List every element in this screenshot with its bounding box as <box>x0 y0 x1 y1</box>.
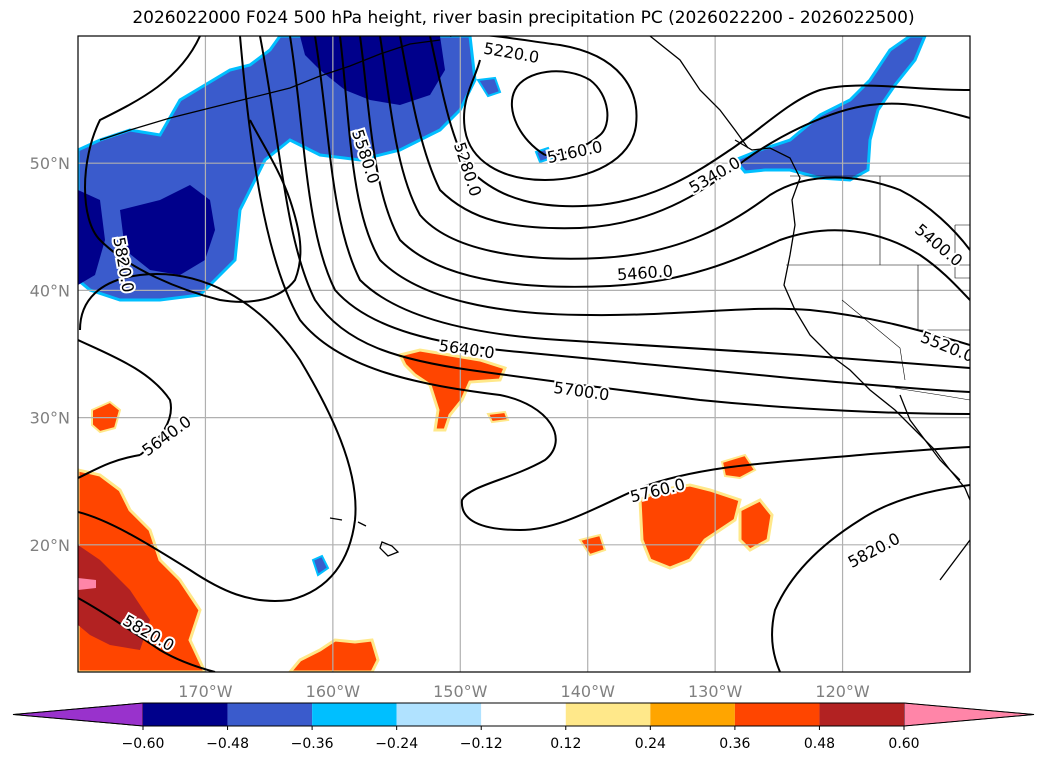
colorbar-extension-low <box>12 702 144 727</box>
negative-precip-anomaly-fields <box>78 36 927 577</box>
north-edge-anomaly <box>476 76 502 98</box>
colorbar-bin-8 <box>819 703 904 726</box>
colorbar-tick-label-7: 0.36 <box>719 736 750 752</box>
lon-label-5: 120°W <box>815 682 870 701</box>
aleutian-core-anomaly <box>120 185 215 275</box>
lat-label-0: 20°N <box>30 536 70 555</box>
contour-5340 <box>399 36 970 230</box>
colorbar-bin-5 <box>565 703 651 726</box>
colorbar-bin-4 <box>481 703 566 726</box>
positive-precip-anomaly-fields <box>78 348 774 672</box>
us-mexico-border <box>894 387 970 401</box>
contour-5820-southwest <box>78 597 216 672</box>
contour-label-6: 5400.0 <box>911 220 966 271</box>
contour-5820-east <box>771 484 970 672</box>
lat-label-3: 50°N <box>30 154 70 173</box>
lon-label-4: 130°W <box>688 682 743 701</box>
map-frame <box>77 35 971 673</box>
mexico-coastline <box>939 539 970 581</box>
colorbar-tick-label-8: 0.48 <box>804 736 835 752</box>
southwest-peak-anomaly <box>78 578 96 590</box>
contour-5640 <box>289 36 970 393</box>
contour-5220 <box>450 36 638 182</box>
alaska-coastline <box>649 36 749 149</box>
lon-label-2: 150°W <box>433 682 488 701</box>
colorbar-tick-label-2: −0.36 <box>291 736 334 752</box>
contour-5700-southwest <box>78 454 141 479</box>
contour-label-13: 5820.0 <box>845 529 903 572</box>
colorbar-tick-label-1: −0.48 <box>206 736 249 752</box>
political-borders <box>786 175 970 401</box>
contour-5820 <box>84 36 302 303</box>
lon-label-3: 140°W <box>561 682 616 701</box>
colorbar-tick-labels: −0.60 −0.48 −0.36 −0.24 −0.12 0.12 0.24 0.36 0.4… <box>122 726 920 752</box>
latitude-labels: 20°N 30°N 40°N 50°N <box>30 154 70 555</box>
lat-label-1: 30°N <box>30 409 70 428</box>
pacific-northwest-negative-anomaly <box>732 36 927 182</box>
southcentral-positive-anomaly <box>288 638 380 672</box>
aleutian-islands <box>99 39 441 141</box>
contour-5700 <box>259 36 970 415</box>
contour-5280 <box>429 36 970 208</box>
colorbar-bin-7 <box>734 703 820 726</box>
colorbar-tick-label-5: 0.12 <box>550 736 581 752</box>
contour-5160 <box>510 70 609 156</box>
hawaii-small-anomaly <box>311 554 330 577</box>
colorbar-extension-high <box>903 702 1035 727</box>
contour-label-10: 5700.0 <box>552 378 610 405</box>
gridlines <box>78 36 970 672</box>
lon-label-1: 160°W <box>306 682 361 701</box>
aleutian-core-anomaly-north <box>300 36 445 105</box>
colorbar-tick-label-3: −0.24 <box>375 736 418 752</box>
us-state-border-4 <box>841 299 906 381</box>
contour-5760-east <box>239 36 970 532</box>
contour-5580 <box>314 36 970 369</box>
contour-5520 <box>339 36 970 346</box>
hawaii-islands <box>329 517 400 557</box>
us-state-border-5 <box>954 224 970 279</box>
contour-5460 <box>359 36 970 301</box>
colorbar-tick-label-9: 0.60 <box>888 736 919 752</box>
lat-label-2: 40°N <box>30 281 70 300</box>
subtropical-positive-anomaly <box>397 348 508 432</box>
contour-5640-west <box>78 339 172 456</box>
colorbar-bin-0 <box>143 703 228 726</box>
colorbar-bin-1 <box>227 703 313 726</box>
colorbar-bin-6 <box>650 703 735 726</box>
colorbar-tick-label-4: −0.12 <box>460 736 503 752</box>
lon-label-0: 170°W <box>178 682 233 701</box>
contour-label-7: 5460.0 <box>616 261 673 284</box>
longitude-labels: 170°W 160°W 150°W 140°W 130°W 120°W <box>178 682 870 701</box>
colorbar-tick-label-0: −0.60 <box>122 736 165 752</box>
coastlines <box>99 36 970 581</box>
contour-label-0: 5220.0 <box>482 39 540 67</box>
contour-5400 <box>379 36 970 260</box>
colorbar-tick-label-6: 0.24 <box>635 736 666 752</box>
map-body: 5220.05160.05280.05580.05820.05340.05400… <box>78 36 977 672</box>
colorbar <box>12 702 1035 727</box>
colorbar-bin-3 <box>396 703 482 726</box>
colorbar-bin-2 <box>312 703 397 726</box>
height-contours <box>78 36 970 672</box>
baja-california-coastline <box>899 394 961 481</box>
western-edge-anomaly <box>78 190 105 285</box>
contour-label-2: 5280.0 <box>450 140 485 199</box>
map-title: 2026022000 F024 500 hPa height, river ba… <box>132 8 915 28</box>
contour-5760 <box>78 273 357 602</box>
contour-label-8: 5520.0 <box>918 327 977 366</box>
southwest-strong-anomaly <box>78 545 150 650</box>
eastern-tropical-positive-anomaly-2 <box>738 498 774 552</box>
contour-label-11: 5640.0 <box>138 412 194 460</box>
north-america-coastline <box>734 139 970 501</box>
